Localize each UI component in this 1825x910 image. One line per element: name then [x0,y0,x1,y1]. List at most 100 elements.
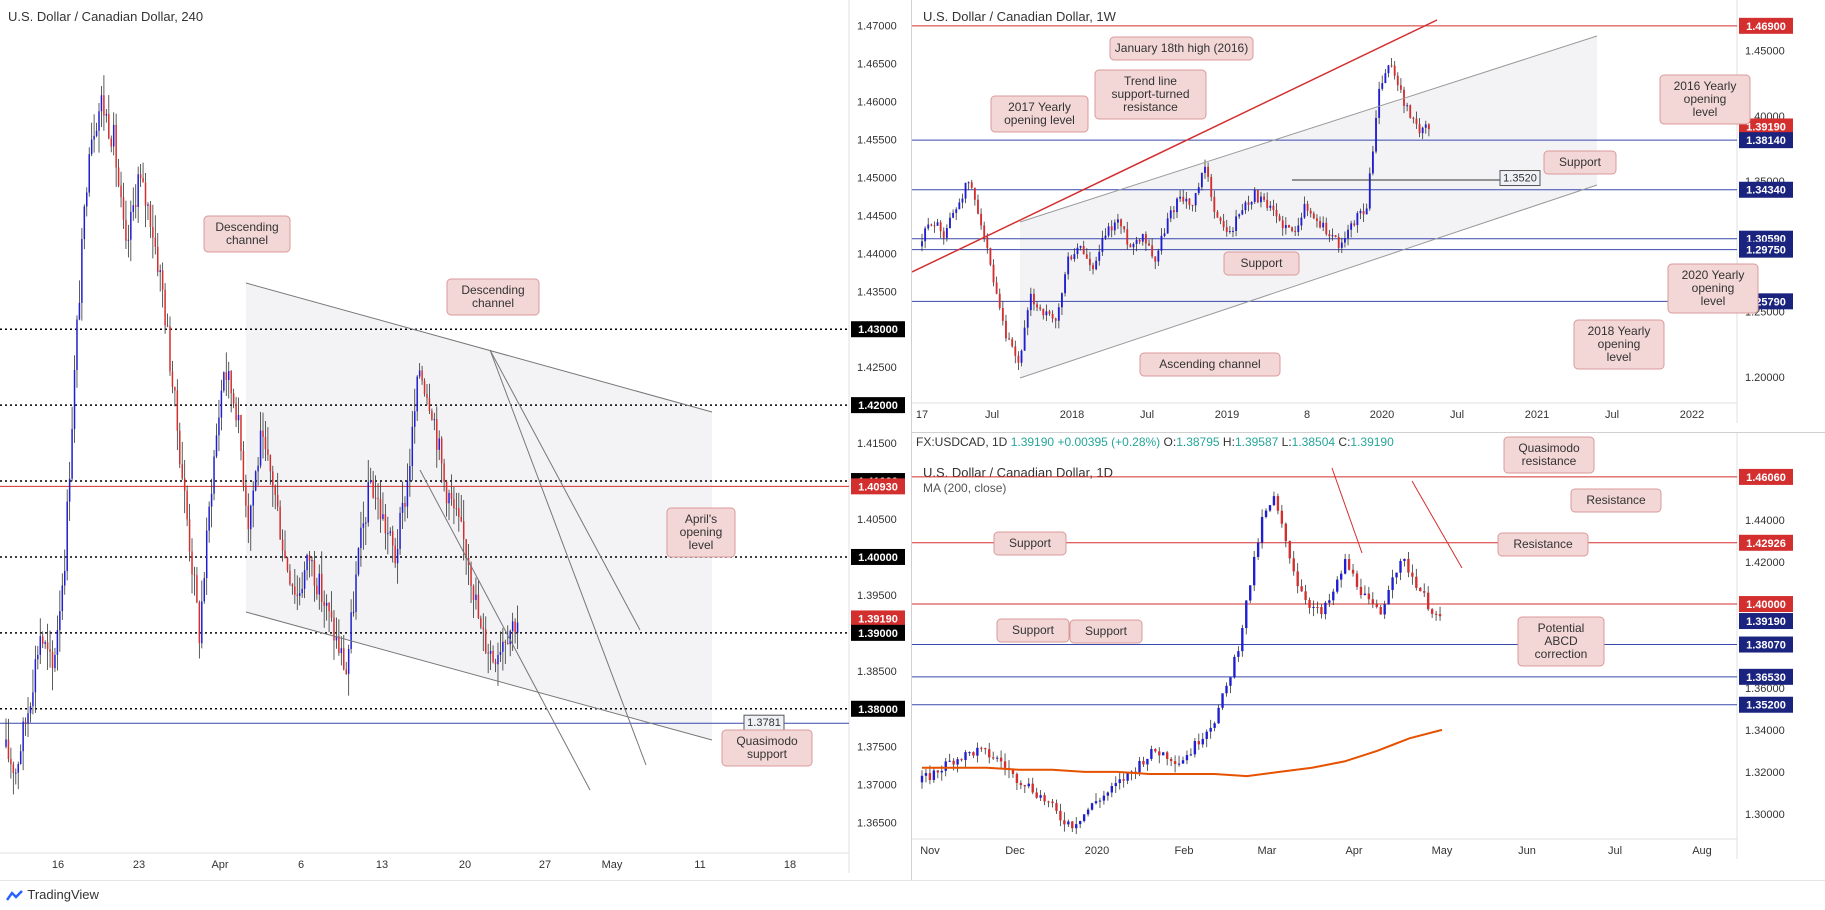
y-tick-label: 1.36000 [1745,683,1785,695]
y-tick-label: 1.45500 [857,134,897,146]
candle-body [1415,118,1418,125]
candle-body [462,521,465,540]
candle-body [932,770,936,780]
candle-body [1324,602,1327,615]
x-tick-label: Jul [1605,409,1619,421]
candle-body [98,111,100,131]
chart-panel-240[interactable]: U.S. Dollar / Canadian Dollar, 240 1.470… [0,0,911,880]
candle-body [1316,218,1318,222]
candle-body [218,417,220,436]
price-label-text: 1.38140 [1746,135,1786,147]
candle-body [1309,210,1312,214]
chart-canvas-1d[interactable]: 1.440001.420001.400001.380001.360001.340… [912,433,1825,880]
annotation-text: level [1701,294,1726,308]
candle-body [998,293,1001,309]
candle-body [41,636,44,644]
level-box [1499,170,1541,187]
candle-body [144,182,147,206]
candle-body [127,239,130,241]
candle-body [1316,607,1319,609]
annotation-callout [1570,488,1662,513]
candle-body [245,485,247,506]
candle-body [132,205,135,212]
price-label-text: 1.29750 [1746,245,1786,257]
candle-body [411,426,414,467]
candle-body [247,505,250,530]
candle-body [1181,760,1185,764]
candle-body [1256,542,1260,557]
candle-body [1157,250,1160,262]
candle-body [1264,510,1268,517]
candle-body [1390,65,1393,67]
annotation-text: Resistance [1513,537,1573,551]
candle-body [1268,505,1272,511]
candle-body [936,222,939,226]
candle-body [1173,761,1177,765]
candle-body [1082,245,1085,255]
candle-body [1355,573,1359,587]
candle-body [1043,795,1046,802]
candle-body [1086,809,1090,815]
annotation-text: ABCD [1544,634,1578,648]
candle-body [83,206,86,240]
candle-body [345,669,347,674]
candle-body [472,585,475,600]
price-label-tag [1739,636,1793,653]
candle-body [1197,741,1201,745]
panel-divider-horizontal[interactable] [912,432,1825,433]
candle-body [989,248,992,265]
candle-body [1172,210,1175,213]
annotation-text: channel [472,296,514,310]
candle-body [421,370,423,381]
candle-body [103,95,105,116]
candle-body [1015,773,1019,783]
candle-body [122,197,125,220]
candle-body [1278,216,1281,221]
candle-body [1252,556,1256,586]
y-tick-label: 1.45000 [1745,46,1785,58]
candle-body [313,560,316,586]
candle-body [465,539,467,559]
candle-body [970,182,973,188]
candle-body [1399,560,1402,573]
candle-body [1260,516,1264,543]
candle-body [1241,210,1244,215]
price-label-tag [1739,596,1793,613]
candle-body [1129,244,1132,248]
chart-canvas-1w[interactable]: 1.450001.400001.350001.300001.250001.200… [912,0,1825,432]
candle-body [1266,199,1269,208]
trend-line [1019,184,1598,379]
candle-body [1110,786,1114,793]
candle-body [272,471,274,487]
annotation-text: 2018 Yearly [1588,324,1651,338]
candle-body [1188,198,1191,205]
x-tick-label: 8 [1304,409,1310,421]
ohlc-open: 1.38795 [1176,435,1220,449]
candle-body [81,239,83,303]
panel-divider-vertical[interactable] [911,0,912,880]
candle-body [1237,651,1240,657]
candle-body [1166,218,1169,234]
candle-body [78,302,81,320]
price-label-tag [1739,613,1793,630]
chart-panel-1w[interactable]: U.S. Dollar / Canadian Dollar, 1W 1.4500… [912,0,1825,432]
candle-body [1272,205,1275,210]
x-tick-label: 20 [459,859,471,871]
annotation-callout [990,95,1089,133]
candle-body [120,185,122,198]
candle-body [1095,260,1098,270]
chart-canvas-240[interactable]: 1.47000 1.46500 1.46000 1.45500 1.45000 1.445… [0,0,911,880]
candle-body [1107,226,1110,236]
candle-body [193,574,196,576]
candle-body [983,225,986,238]
y-tick-label: 1.43500 [857,286,897,298]
candle-body [279,506,281,540]
candle-body [433,419,436,421]
annotation-text: Resistance [1586,493,1646,507]
chart-panel-1d[interactable]: FX:USDCAD, 1D 1.39190 +0.00395 (+0.28%) … [912,433,1825,880]
candle-body [1042,308,1045,316]
tradingview-logo[interactable]: TradingView [5,887,99,902]
candle-body [924,228,927,242]
candle-body [1031,783,1034,793]
candle-body [477,594,480,619]
